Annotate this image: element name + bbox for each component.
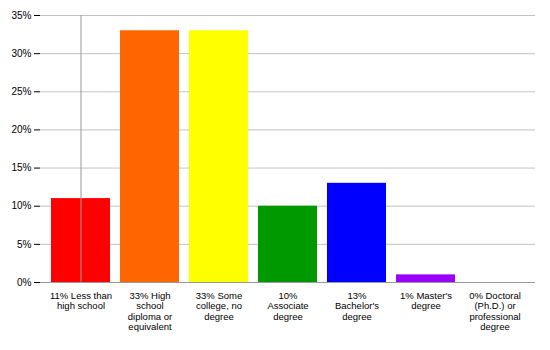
svg-text:5%: 5% (17, 239, 32, 250)
svg-text:0% Doctoral(Ph.D.) orprofessio: 0% Doctoral(Ph.D.) orprofessionaldegree (469, 290, 521, 332)
svg-text:35%: 35% (11, 10, 31, 21)
svg-text:13%Bachelor'sdegree: 13%Bachelor'sdegree (335, 290, 379, 322)
svg-text:11% Less thanhigh school: 11% Less thanhigh school (50, 290, 112, 311)
svg-text:33% Somecollege, nodegree: 33% Somecollege, nodegree (196, 290, 242, 322)
svg-text:30%: 30% (11, 48, 31, 59)
svg-text:1% Master'sdegree: 1% Master'sdegree (400, 290, 452, 311)
svg-text:10%Associatedegree: 10%Associatedegree (267, 290, 308, 322)
svg-text:10%: 10% (11, 200, 31, 211)
svg-text:25%: 25% (11, 86, 31, 97)
svg-text:20%: 20% (11, 124, 31, 135)
svg-text:33% Highschooldiploma orequiva: 33% Highschooldiploma orequivalent (128, 290, 172, 332)
svg-text:15%: 15% (11, 162, 31, 173)
svg-text:0%: 0% (17, 277, 32, 288)
